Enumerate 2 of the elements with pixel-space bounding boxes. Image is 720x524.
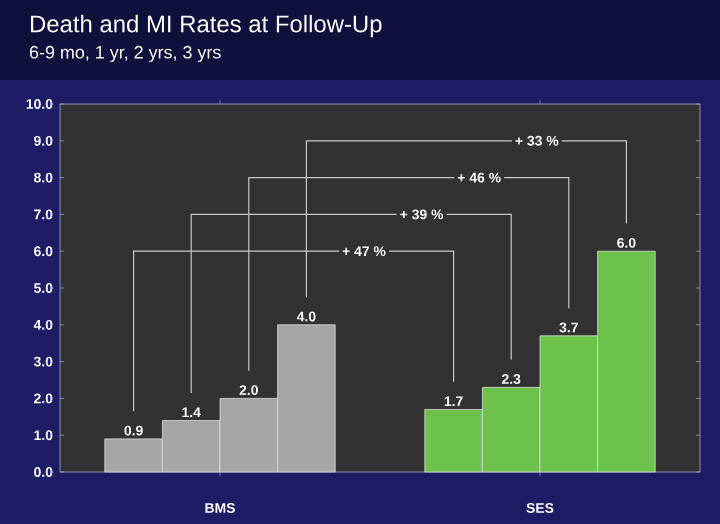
chart-subtitle: 6-9 mo, 1 yr, 2 yrs, 3 yrs	[29, 45, 221, 63]
chart-title: Death and MI Rates at Follow-Up	[31, 14, 382, 38]
